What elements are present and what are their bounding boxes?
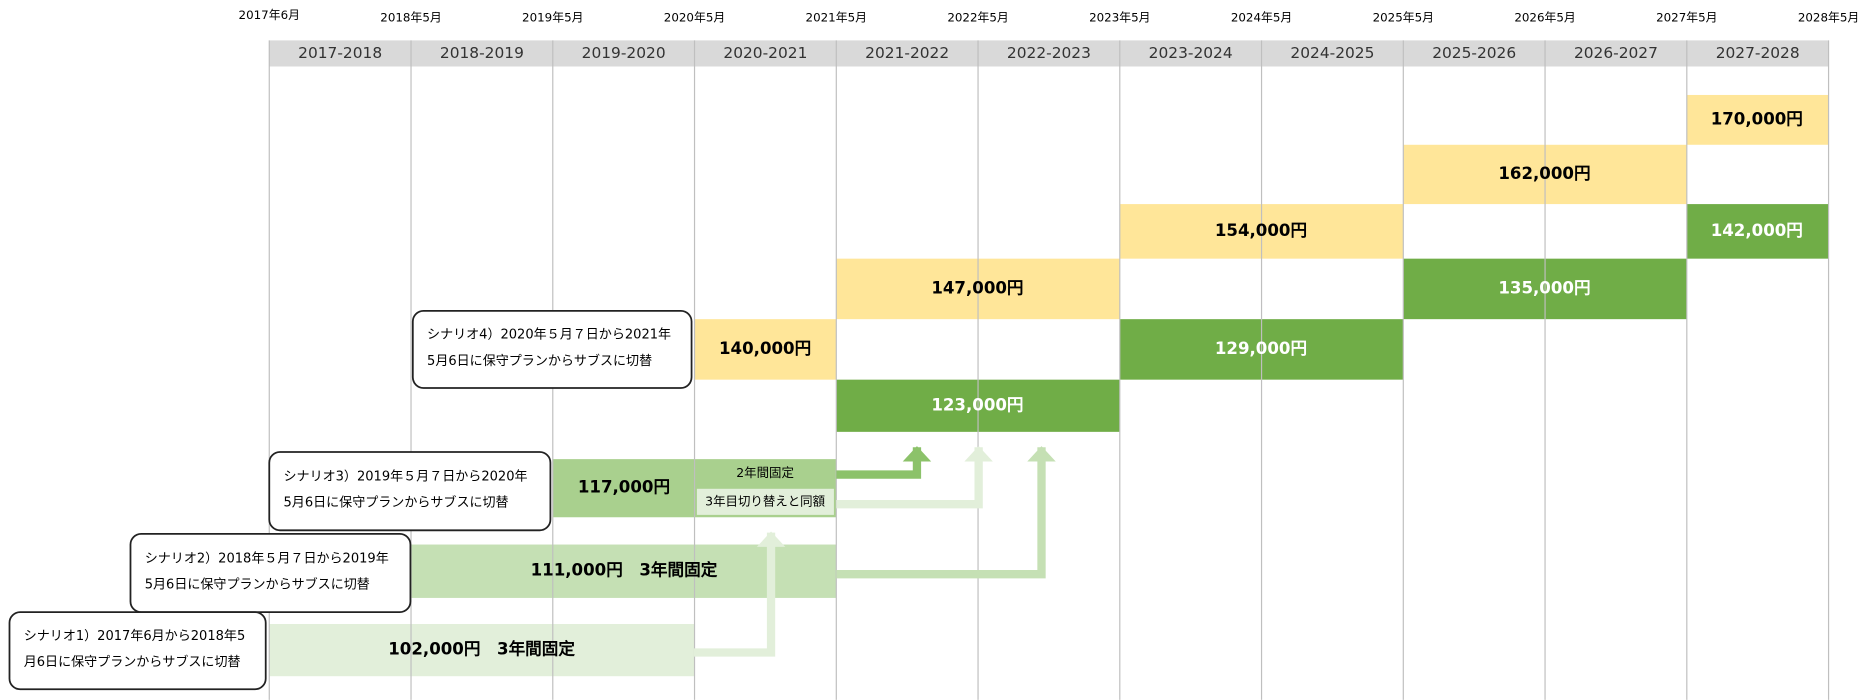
- arrow: [836, 447, 983, 509]
- callout-text: 5月6日に保守プランからサブスに切替: [284, 495, 509, 511]
- price-bar: [411, 544, 837, 598]
- note-label: 2年間固定: [736, 465, 794, 480]
- arrow: [836, 447, 1046, 579]
- callout-text: シナリオ3）2019年５月７日から2020年: [284, 469, 528, 484]
- period-label: 2022-2023: [1007, 44, 1091, 62]
- price-label: 129,000円: [1215, 339, 1307, 358]
- price-bar: [694, 319, 837, 380]
- callout-text: シナリオ2）2018年５月７日から2019年: [145, 551, 389, 566]
- price-label: 102,000円 3年間固定: [388, 639, 575, 659]
- date-label: 2020年5月: [664, 10, 725, 24]
- date-label: 2021年5月: [806, 10, 867, 24]
- price-label: 162,000円: [1498, 164, 1590, 183]
- price-label: 135,000円: [1498, 278, 1590, 297]
- header-row: [269, 40, 1829, 67]
- price-label: 140,000円: [719, 339, 811, 358]
- date-label: 2025年5月: [1373, 10, 1434, 24]
- period-label: 2021-2022: [865, 44, 949, 62]
- scenario-callout: [268, 451, 552, 532]
- price-bar: [269, 624, 695, 677]
- period-label: 2018-2019: [440, 44, 524, 62]
- period-label: 2020-2021: [723, 44, 807, 62]
- arrow: [693, 532, 776, 657]
- date-label: 2017年6月: [239, 8, 300, 22]
- price-label: 123,000円: [931, 395, 1023, 414]
- callout-text: 月6日に保守プランからサブスに切替: [24, 654, 241, 670]
- arrow-head: [964, 446, 993, 462]
- arrow-head: [756, 531, 786, 547]
- arrow-head: [902, 446, 932, 462]
- price-bar: [1686, 204, 1829, 259]
- note-box: [696, 488, 834, 515]
- date-label: 2022年5月: [947, 10, 1008, 24]
- callout-text: シナリオ4）2020年５月７日から2021年: [427, 328, 671, 343]
- price-bar: [1686, 94, 1829, 145]
- scenario-callout: [8, 611, 267, 691]
- arrow-head: [1027, 446, 1056, 462]
- callout-text: 5月6日に保守プランからサブスに切替: [145, 576, 370, 592]
- scenario-callout: [129, 532, 412, 614]
- price-label: 142,000円: [1711, 221, 1803, 240]
- date-label: 2026年5月: [1514, 10, 1575, 24]
- callout-text: 5月6日に保守プランからサブスに切替: [427, 353, 652, 369]
- date-label: 2028年5月: [1798, 10, 1859, 24]
- price-label: 154,000円: [1215, 221, 1307, 240]
- date-label: 2024年5月: [1231, 10, 1292, 24]
- period-label: 2019-2020: [582, 44, 666, 62]
- note-label: 3年目切り替えと同額: [705, 493, 825, 508]
- price-label: 111,000円 3年間固定: [531, 560, 718, 580]
- price-label: 170,000円: [1711, 109, 1803, 128]
- period-label: 2024-2025: [1290, 44, 1374, 62]
- period-label: 2025-2026: [1432, 44, 1516, 62]
- date-label: 2018年5月: [380, 10, 441, 24]
- scenario-callout: [411, 309, 693, 389]
- period-label: 2027-2028: [1716, 44, 1800, 62]
- price-label: 117,000円: [578, 478, 670, 497]
- period-label: 2026-2027: [1574, 44, 1658, 62]
- callout-text: シナリオ1）2017年6月から2018年5: [24, 629, 246, 644]
- date-label: 2027年5月: [1656, 10, 1717, 24]
- price-label: 147,000円: [931, 278, 1023, 297]
- date-label: 2023年5月: [1089, 10, 1150, 24]
- period-label: 2023-2024: [1149, 44, 1233, 62]
- period-label: 2017-2018: [298, 44, 382, 62]
- date-label: 2019年5月: [522, 10, 583, 24]
